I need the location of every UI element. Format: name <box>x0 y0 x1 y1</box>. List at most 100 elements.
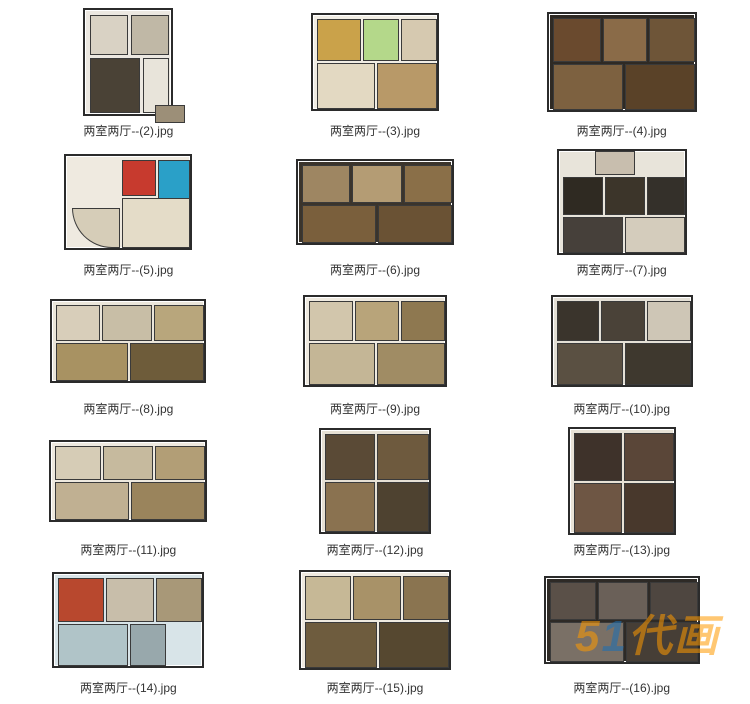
thumbnail-cell[interactable]: 两室两厅--(7).jpg <box>503 145 740 282</box>
room-shape <box>305 576 351 620</box>
room-shape <box>403 576 449 620</box>
thumbnail-cell[interactable]: 两室两厅--(4).jpg <box>503 4 740 143</box>
thumbnail-label[interactable]: 两室两厅--(7).jpg <box>577 259 667 282</box>
floorplan-icon <box>557 149 687 255</box>
room-shape <box>363 19 399 61</box>
room-shape <box>377 482 429 532</box>
thumbnail-image[interactable] <box>257 284 494 398</box>
room-shape <box>90 58 140 113</box>
room-shape <box>624 483 674 533</box>
thumbnail-image[interactable] <box>10 564 247 678</box>
thumbnail-cell[interactable]: 两室两厅--(3).jpg <box>257 4 494 143</box>
floorplan-icon <box>299 570 451 670</box>
thumbnail-image[interactable] <box>10 145 247 259</box>
thumbnail-label[interactable]: 两室两厅--(16).jpg <box>573 677 670 700</box>
room-shape <box>563 217 623 253</box>
room-shape <box>550 582 596 620</box>
floorplan-icon <box>311 13 439 111</box>
thumbnail-cell[interactable]: 两室两厅--(11).jpg <box>10 423 247 562</box>
room-shape <box>401 19 437 61</box>
thumbnail-cell[interactable]: 两室两厅--(2).jpg <box>10 4 247 143</box>
thumbnail-image[interactable] <box>257 4 494 120</box>
thumbnail-label[interactable]: 两室两厅--(12).jpg <box>327 539 424 562</box>
thumbnail-label[interactable]: 两室两厅--(15).jpg <box>327 677 424 700</box>
thumbnail-image[interactable] <box>257 423 494 539</box>
room-shape <box>352 165 402 203</box>
room-shape <box>605 177 645 215</box>
thumbnail-image[interactable] <box>10 284 247 398</box>
room-shape <box>377 343 445 385</box>
room-shape <box>574 483 622 533</box>
room-shape <box>305 622 377 668</box>
room-shape <box>72 208 120 248</box>
room-shape <box>377 434 429 480</box>
thumbnail-label[interactable]: 两室两厅--(4).jpg <box>577 120 667 143</box>
floorplan-icon <box>50 299 206 383</box>
room-shape <box>557 301 599 341</box>
thumbnail-image[interactable] <box>503 564 740 678</box>
thumbnail-label[interactable]: 两室两厅--(11).jpg <box>80 539 176 562</box>
thumbnail-cell[interactable]: 两室两厅--(6).jpg <box>257 145 494 282</box>
thumbnail-cell[interactable]: 两室两厅--(10).jpg <box>503 284 740 421</box>
room-shape <box>56 305 100 341</box>
thumbnail-cell[interactable]: 两室两厅--(15).jpg <box>257 564 494 701</box>
room-shape <box>625 217 685 253</box>
room-shape <box>601 301 645 341</box>
room-shape <box>598 582 648 620</box>
room-shape <box>155 105 185 123</box>
thumbnail-label[interactable]: 两室两厅--(10).jpg <box>573 398 670 421</box>
floorplan-icon <box>296 159 454 245</box>
room-shape <box>325 482 375 532</box>
room-shape <box>649 18 695 62</box>
thumbnail-cell[interactable]: 两室两厅--(5).jpg <box>10 145 247 282</box>
thumbnail-image[interactable] <box>257 145 494 259</box>
thumbnail-cell[interactable]: 两室两厅--(13).jpg <box>503 423 740 562</box>
floorplan-icon <box>547 12 697 112</box>
room-shape <box>156 578 202 622</box>
thumbnail-cell[interactable]: 两室两厅--(14).jpg <box>10 564 247 701</box>
room-shape <box>355 301 399 341</box>
thumbnail-image[interactable] <box>503 145 740 259</box>
thumbnail-label[interactable]: 两室两厅--(9).jpg <box>330 398 420 421</box>
room-shape <box>404 165 452 203</box>
room-shape <box>647 301 691 341</box>
thumbnail-image[interactable] <box>503 284 740 398</box>
room-shape <box>626 622 698 662</box>
room-shape <box>553 64 623 110</box>
thumbnail-image[interactable] <box>257 564 494 678</box>
thumbnail-image[interactable] <box>10 423 247 539</box>
room-shape <box>309 343 375 385</box>
thumbnail-label[interactable]: 两室两厅--(6).jpg <box>330 259 420 282</box>
floorplan-icon <box>52 572 204 668</box>
room-shape <box>122 160 156 196</box>
floorplan-icon <box>568 427 676 535</box>
thumbnail-image[interactable] <box>503 423 740 539</box>
thumbnail-image[interactable] <box>10 4 247 120</box>
room-shape <box>122 198 190 248</box>
room-shape <box>90 15 128 55</box>
room-shape <box>58 578 104 622</box>
floorplan-icon <box>83 8 173 116</box>
room-shape <box>550 622 624 662</box>
room-shape <box>103 446 153 480</box>
thumbnail-label[interactable]: 两室两厅--(3).jpg <box>330 120 420 143</box>
thumbnail-label[interactable]: 两室两厅--(8).jpg <box>83 398 173 421</box>
room-shape <box>650 582 698 620</box>
room-shape <box>557 343 623 385</box>
room-shape <box>302 165 350 203</box>
thumbnail-label[interactable]: 两室两厅--(5).jpg <box>83 259 173 282</box>
thumbnail-cell[interactable]: 两室两厅--(8).jpg <box>10 284 247 421</box>
thumbnail-image[interactable] <box>503 4 740 120</box>
thumbnail-label[interactable]: 两室两厅--(14).jpg <box>80 677 177 700</box>
thumbnail-label[interactable]: 两室两厅--(13).jpg <box>573 539 670 562</box>
floorplan-icon <box>319 428 431 534</box>
room-shape <box>55 482 129 520</box>
thumbnail-cell[interactable]: 两室两厅--(9).jpg <box>257 284 494 421</box>
room-shape <box>309 301 353 341</box>
floorplan-icon <box>551 295 693 387</box>
thumbnail-label[interactable]: 两室两厅--(2).jpg <box>83 120 173 143</box>
room-shape <box>58 624 128 666</box>
thumbnail-cell[interactable]: 两室两厅--(12).jpg <box>257 423 494 562</box>
thumbnail-cell[interactable]: 两室两厅--(16).jpg <box>503 564 740 701</box>
room-shape <box>574 433 622 481</box>
